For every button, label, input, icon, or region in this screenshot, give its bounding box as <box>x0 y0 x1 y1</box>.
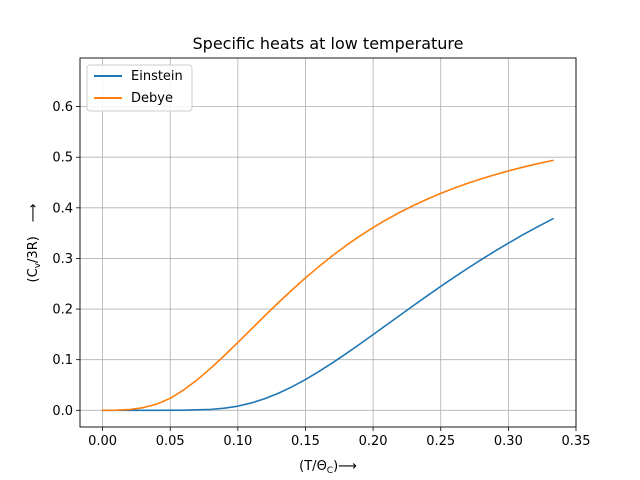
legend-label-einstein: Einstein <box>131 69 183 84</box>
x-tick-label: 0.25 <box>426 434 455 449</box>
y-tick-label: 0.3 <box>52 252 73 267</box>
x-tick-label: 0.35 <box>562 434 591 449</box>
y-tick-label: 0.6 <box>52 100 73 115</box>
y-axis-label: (Cv/3R)⟶ <box>26 204 43 283</box>
y-tick-label: 0.5 <box>52 151 73 166</box>
y-tick-label: 0.1 <box>52 353 73 368</box>
y-tick-label: 0.2 <box>52 303 73 318</box>
x-tick-label: 0.05 <box>156 434 185 449</box>
x-tick-label: 0.30 <box>494 434 523 449</box>
plot-area-frame <box>79 57 577 428</box>
legend: Einstein Debye <box>86 64 193 112</box>
x-axis-label: (T/ΘC)⟶ <box>299 459 357 476</box>
tick-layer: 0.00 0.05 0.10 0.15 0.20 0.25 0.30 0.35 0.0 0.1 0.… <box>52 100 590 449</box>
x-tick-label: 0.10 <box>223 434 252 449</box>
x-tick-label: 0.15 <box>291 434 320 449</box>
series-line-einstein <box>101 217 554 412</box>
x-tick-label: 0.20 <box>359 434 388 449</box>
legend-label-debye: Debye <box>131 91 173 106</box>
y-tick-label: 0.4 <box>52 201 73 216</box>
chart-title: Specific heats at low temperature <box>193 34 464 53</box>
series-line-debye <box>101 159 554 412</box>
x-tick-label: 0.00 <box>88 434 117 449</box>
series-layer <box>101 159 554 412</box>
y-tick-label: 0.0 <box>52 404 73 419</box>
